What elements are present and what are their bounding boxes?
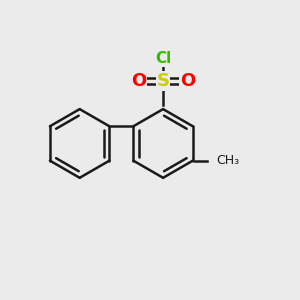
Text: Cl: Cl (155, 51, 171, 66)
Text: CH₃: CH₃ (217, 154, 240, 167)
Text: O: O (180, 72, 195, 90)
Text: S: S (157, 72, 169, 90)
Text: O: O (131, 72, 146, 90)
